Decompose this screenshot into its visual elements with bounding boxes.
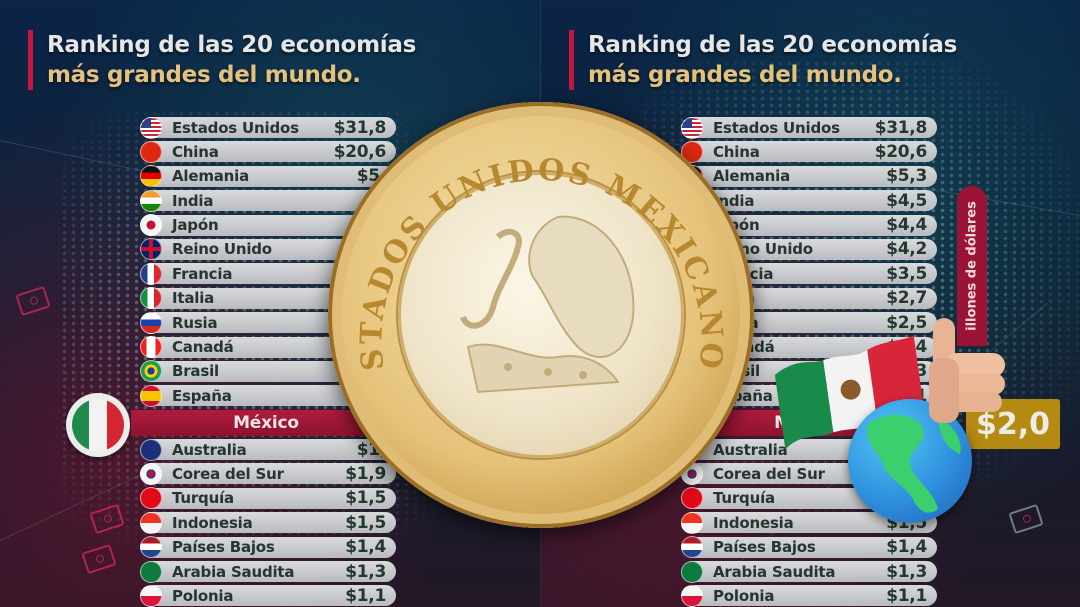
list-item: Arabia Saudita $1,3 — [681, 560, 937, 583]
coin-legend: ESTADOS UNIDOS MEXICANOS — [328, 102, 726, 373]
tile-icon — [15, 285, 51, 317]
list-item: Australia $1, — [140, 438, 396, 461]
page-title: Ranking de las 20 economías más grandes … — [28, 30, 416, 90]
australia-flag-icon — [140, 438, 162, 461]
china-flag-icon — [140, 140, 162, 163]
list-item: España — [140, 384, 396, 407]
turkey-flag-icon — [140, 487, 162, 510]
page-title: Ranking de las 20 economías más grandes … — [569, 30, 957, 90]
south-korea-flag-icon — [140, 462, 162, 485]
list-item: Corea del Sur$1,9 — [140, 462, 396, 485]
list-item: Alemania $5,3 — [681, 165, 937, 188]
title-line-2: más grandes del mundo. — [588, 62, 902, 88]
list-item: India$ — [140, 189, 396, 212]
ranking-list: Estados Unidos $31,8 China $20,6 Alemania $… — [131, 116, 401, 607]
russia-flag-icon — [140, 311, 162, 334]
title-line-2: más grandes del mundo. — [47, 62, 361, 88]
mexican-coin-image: ESTADOS UNIDOS MEXICANOS — [328, 102, 754, 528]
list-item: Japón — [140, 214, 396, 237]
list-item: Arabia Saudita $1,3 — [140, 560, 396, 583]
saudi-arabia-flag-icon — [681, 560, 703, 583]
list-item: Estados Unidos $31,8 — [140, 116, 396, 139]
us-flag-icon — [681, 116, 703, 139]
thumbs-up-emoji — [929, 318, 1005, 423]
list-item: Polonia $1,1 — [681, 584, 937, 607]
coin-center — [398, 172, 684, 458]
saudi-arabia-flag-icon — [140, 560, 162, 583]
title-line-1: Ranking de las 20 economías — [47, 32, 416, 58]
turkey-flag-icon — [681, 487, 703, 510]
indonesia-flag-icon — [140, 511, 162, 534]
poland-flag-icon — [140, 584, 162, 607]
units-label: illones de dólares — [957, 186, 987, 346]
eagle-icon — [460, 215, 635, 394]
mexico-flag-badge — [66, 393, 130, 457]
list-item: Turquía$1,5 — [140, 487, 396, 510]
poland-flag-icon — [681, 584, 703, 607]
netherlands-flag-icon — [140, 536, 162, 559]
list-item: Países Bajos $1,4 — [140, 536, 396, 559]
brazil-flag-icon — [140, 360, 162, 383]
indonesia-flag-icon — [681, 511, 703, 534]
list-item: Indonesia$1,5 — [140, 511, 396, 534]
france-flag-icon — [140, 262, 162, 285]
germany-flag-icon — [140, 165, 162, 188]
china-flag-icon — [681, 140, 703, 163]
spain-flag-icon — [140, 384, 162, 407]
us-flag-icon — [140, 116, 162, 139]
list-item: Polonia $1,1 — [140, 584, 396, 607]
italy-flag-icon — [140, 287, 162, 310]
list-item: Países Bajos $1,4 — [681, 536, 937, 559]
india-flag-icon — [140, 189, 162, 212]
list-item: Estados Unidos $31,8 — [681, 116, 937, 139]
list-item: China $20,6 — [681, 140, 937, 163]
list-item: Reino Unido — [140, 238, 396, 261]
netherlands-flag-icon — [681, 536, 703, 559]
mexico-flag-emoji — [774, 335, 924, 450]
list-item: Brasil — [140, 360, 396, 383]
canada-flag-icon — [140, 336, 162, 359]
title-line-1: Ranking de las 20 economías — [588, 32, 957, 58]
uk-flag-icon — [140, 238, 162, 261]
list-item: Alemania $5, — [140, 165, 396, 188]
japan-flag-icon — [140, 214, 162, 237]
list-item: China $20,6 — [140, 140, 396, 163]
